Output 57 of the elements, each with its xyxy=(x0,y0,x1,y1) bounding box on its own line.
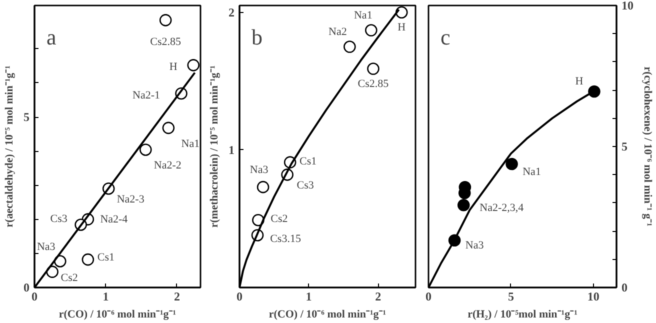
point xyxy=(506,158,518,170)
y-axis-title: r(cyclohexene) / 10⁻⁶ mol min⁻¹ g⁻¹ xyxy=(642,66,654,226)
point xyxy=(187,59,200,72)
annotation: Na2 xyxy=(328,26,347,38)
x-tick-label: 1 xyxy=(306,290,312,304)
point xyxy=(159,14,172,26)
point xyxy=(367,62,380,75)
annotation: Na1 xyxy=(522,166,541,178)
annotation: Na2-3 xyxy=(116,194,145,206)
x-axis-title: r(H₂) / 10⁻⁵mol min⁻¹g⁻¹ xyxy=(468,308,578,320)
point xyxy=(457,199,470,212)
y-tick-label: 5 xyxy=(622,140,628,154)
y-axis-title: r(methacrolein) / 10⁻⁵ mol min⁻¹g⁻¹ xyxy=(208,65,220,228)
x-axis-title: r(CO) / 10⁻⁶ mol min⁻¹g⁻¹ xyxy=(268,308,386,320)
annotation: Cs2.85 xyxy=(150,36,182,48)
x-tick-label: 10 xyxy=(587,290,600,304)
x-tick-label: 0 xyxy=(426,290,432,304)
x-tick-label: 1 xyxy=(102,290,109,304)
y-tick-label: 10 xyxy=(622,0,634,12)
annotation: Na2-2,3,4 xyxy=(480,202,524,214)
annotation: H xyxy=(169,61,178,74)
point xyxy=(344,40,356,53)
annotation: Na1 xyxy=(354,9,372,22)
x-tick-label: 5 xyxy=(508,290,514,304)
annotation: Na2-2 xyxy=(154,160,182,172)
annotation: Cs3 xyxy=(296,180,314,192)
annotation: H xyxy=(398,21,406,34)
annotation: Na3 xyxy=(36,241,56,254)
point xyxy=(46,266,58,278)
annotation: Cs1 xyxy=(97,252,114,264)
annotation: H xyxy=(575,76,584,88)
y-tick-label: 0 xyxy=(622,280,628,294)
text: a xyxy=(46,24,56,50)
point xyxy=(256,180,270,194)
annotation: Na3 xyxy=(465,239,484,252)
annotation: Cs2 xyxy=(60,272,78,284)
annotation: Na2-1 xyxy=(132,89,160,102)
y-axis-title: r(aectaldehyde) / 10⁻⁵ mol min⁻¹g⁻¹ xyxy=(4,66,16,228)
annotation: Na2-4 xyxy=(100,213,128,226)
point xyxy=(395,6,408,19)
point xyxy=(139,144,152,156)
annotation: Cs3.15 xyxy=(270,233,302,246)
x-tick-label: 2 xyxy=(375,290,382,304)
annotation: Cs2.85 xyxy=(358,78,390,90)
annotation: Na3 xyxy=(250,164,269,176)
point xyxy=(365,24,378,36)
point xyxy=(588,85,600,98)
x-tick-label: 2 xyxy=(174,290,180,304)
annotation: Cs2 xyxy=(270,213,288,226)
text: c xyxy=(440,24,450,50)
x-axis-title: r(CO) / 10⁻⁶ mol min⁻¹g⁻¹ xyxy=(58,308,176,320)
text: b xyxy=(252,24,262,50)
annotation: Cs3 xyxy=(50,212,68,225)
annotation: Na1 xyxy=(181,138,200,150)
annotation: Cs1 xyxy=(300,155,317,168)
point xyxy=(162,122,175,134)
point xyxy=(82,253,94,266)
